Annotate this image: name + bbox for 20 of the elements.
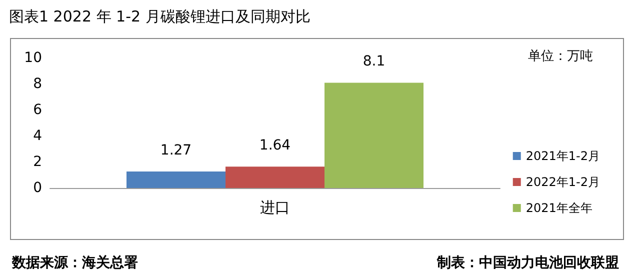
bar — [226, 166, 324, 188]
data-label: 8.1 — [362, 54, 386, 70]
legend-label: 2021年1-2月 — [526, 149, 600, 163]
y-tick-label: 2 — [33, 154, 42, 170]
y-tick-label: 4 — [33, 128, 42, 144]
chart-title: 图表1 2022 年 1-2 月碳酸锂进口及同期对比 — [9, 8, 310, 26]
bar — [126, 171, 226, 188]
y-tick-label: 0 — [33, 180, 42, 196]
text: 单位：万吨 — [528, 49, 593, 64]
y-tick-label: 8 — [33, 76, 42, 92]
y-tick-label: 10 — [24, 50, 42, 66]
source-note: 数据来源：海关总署 — [11, 254, 138, 271]
bar — [324, 82, 424, 188]
data-label: 1.27 — [160, 142, 192, 158]
text: 制表：中国动力电池回收联盟 — [436, 255, 619, 271]
y-tick-label: 6 — [33, 102, 42, 118]
legend-label: 2022年1-2月 — [526, 175, 600, 189]
legend-label: 2021年全年 — [526, 201, 592, 215]
x-tick-label: 进口 — [260, 198, 290, 216]
data-label: 1.64 — [259, 138, 291, 154]
